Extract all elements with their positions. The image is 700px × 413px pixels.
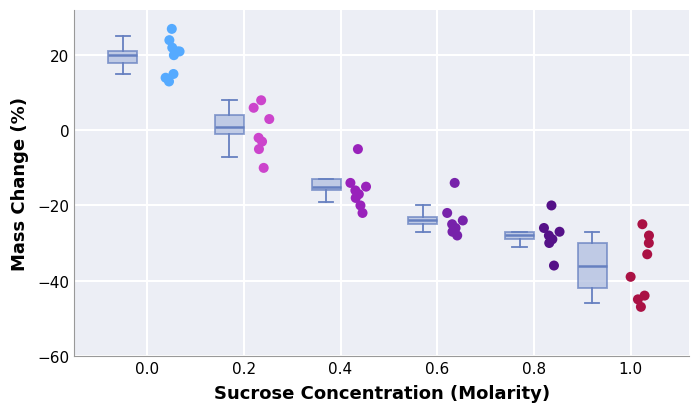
Point <box>160 75 172 82</box>
Point <box>248 105 259 112</box>
Point <box>360 184 372 190</box>
X-axis label: Sucrose Concentration (Molarity): Sucrose Concentration (Molarity) <box>214 384 550 402</box>
Point <box>355 203 366 209</box>
Point <box>636 304 647 311</box>
Point <box>350 188 361 194</box>
Point <box>447 229 458 235</box>
Point <box>442 210 453 217</box>
Point <box>450 225 461 232</box>
Point <box>352 147 363 153</box>
Point <box>637 221 648 228</box>
Point <box>167 45 178 52</box>
Point <box>163 79 174 85</box>
Point <box>457 218 468 224</box>
Point <box>166 26 177 33</box>
PathPatch shape <box>505 232 534 240</box>
Point <box>625 274 636 280</box>
Point <box>538 225 550 232</box>
Point <box>172 49 183 56</box>
Point <box>357 210 368 217</box>
Point <box>449 180 461 187</box>
Point <box>643 240 655 247</box>
PathPatch shape <box>215 116 244 135</box>
Point <box>547 236 558 243</box>
PathPatch shape <box>312 180 340 191</box>
Point <box>256 98 267 104</box>
Point <box>350 195 361 202</box>
Point <box>546 203 557 209</box>
Point <box>258 165 270 172</box>
Point <box>164 38 175 44</box>
Point <box>168 71 179 78</box>
Point <box>354 191 365 198</box>
Point <box>174 49 186 56</box>
Point <box>639 292 650 299</box>
Point <box>256 139 267 145</box>
Point <box>544 240 555 247</box>
PathPatch shape <box>578 243 607 288</box>
Point <box>554 229 565 235</box>
Point <box>452 233 463 239</box>
Point <box>345 180 356 187</box>
Point <box>643 233 655 239</box>
Point <box>543 233 554 239</box>
Point <box>168 53 179 59</box>
Point <box>632 296 643 303</box>
Point <box>548 263 559 269</box>
Point <box>264 116 275 123</box>
Point <box>447 221 458 228</box>
PathPatch shape <box>408 217 438 225</box>
Point <box>642 252 653 258</box>
PathPatch shape <box>108 52 137 64</box>
Point <box>253 135 264 142</box>
Y-axis label: Mass Change (%): Mass Change (%) <box>11 97 29 270</box>
Point <box>253 147 265 153</box>
